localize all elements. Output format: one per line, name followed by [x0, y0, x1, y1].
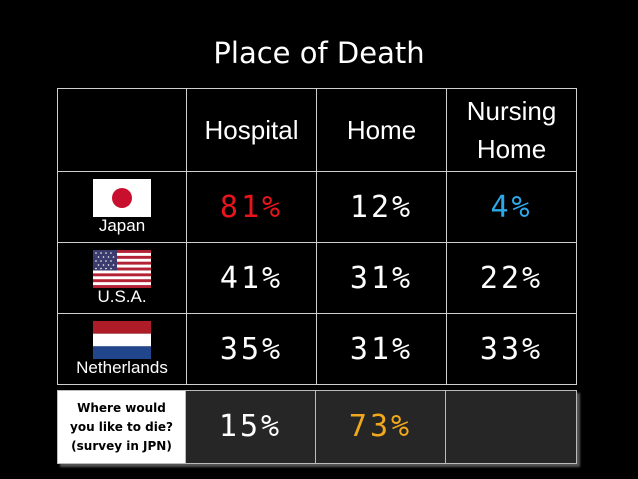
header-row: Hospital Home Nursing Home	[57, 88, 577, 172]
value-cell: 4%	[446, 171, 577, 243]
netherlands-hospital-value: 35%	[219, 331, 284, 367]
header-home: Home	[316, 88, 447, 172]
value-cell: 81%	[186, 171, 317, 243]
survey-hospital-value: 15%	[218, 409, 283, 444]
country-cell-usa: U.S.A.	[57, 242, 187, 314]
survey-home-cell: 73%	[316, 391, 446, 463]
value-cell: 31%	[316, 242, 447, 314]
survey-row: Where would you like to die? (survey in …	[57, 390, 577, 464]
usa-flag-icon	[93, 250, 151, 288]
header-nursing-home: Nursing Home	[446, 88, 577, 172]
value-cell: 33%	[446, 313, 577, 385]
country-name: Japan	[98, 216, 146, 235]
survey-question: Where would you like to die? (survey in …	[70, 401, 173, 453]
table-row-netherlands: Netherlands 35% 31% 33%	[57, 313, 577, 385]
japan-nursing-home-value: 4%	[490, 189, 533, 225]
survey-hospital-cell: 15%	[186, 391, 316, 463]
value-cell: 35%	[186, 313, 317, 385]
country-name: Netherlands	[76, 358, 168, 377]
value-cell: 22%	[446, 242, 577, 314]
usa-hospital-value: 41%	[219, 260, 284, 296]
table-row-japan: Japan 81% 12% 4%	[57, 171, 577, 243]
japan-flag-icon	[93, 179, 151, 217]
netherlands-nursing-home-value: 33%	[479, 331, 544, 367]
netherlands-flag-icon	[93, 321, 151, 359]
value-cell: 12%	[316, 171, 447, 243]
slide-title: Place of Death	[213, 36, 425, 70]
header-nursing-home-label: Nursing Home	[466, 96, 557, 164]
country-cell-japan: Japan	[57, 171, 187, 243]
survey-home-value: 73%	[348, 409, 413, 444]
survey-question-cell: Where would you like to die? (survey in …	[58, 391, 186, 463]
header-empty-cell	[57, 88, 187, 172]
survey-nursing-home-cell	[446, 391, 576, 463]
netherlands-home-value: 31%	[349, 331, 414, 367]
country-cell-netherlands: Netherlands	[57, 313, 187, 385]
table-row-usa: U.S.A. 41% 31% 22%	[57, 242, 577, 314]
header-hospital: Hospital	[186, 88, 317, 172]
usa-home-value: 31%	[349, 260, 414, 296]
usa-nursing-home-value: 22%	[479, 260, 544, 296]
country-name: U.S.A.	[97, 287, 147, 306]
place-of-death-table: Hospital Home Nursing Home Japan 81% 12%…	[57, 88, 577, 385]
japan-home-value: 12%	[349, 189, 414, 225]
value-cell: 41%	[186, 242, 317, 314]
japan-hospital-value: 81%	[219, 189, 284, 225]
value-cell: 31%	[316, 313, 447, 385]
